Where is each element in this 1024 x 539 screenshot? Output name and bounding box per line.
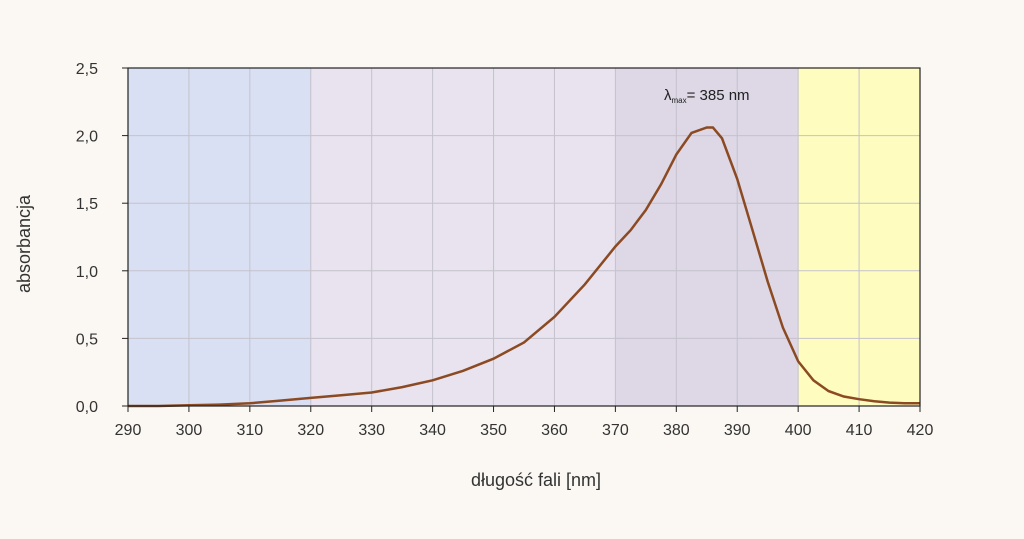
y-tick-label: 1,5 [76,196,98,213]
x-tick-labels: 290 300 310 320 330 340 350 360 370 380 390 400 410 4… [115,422,934,439]
x-tick-label: 350 [480,422,507,439]
band-1 [310,68,616,406]
lambda-max-label: λmax= 385 nm [664,87,750,105]
y-tick-label: 2,0 [76,129,98,146]
x-tick-label: 310 [236,422,263,439]
x-tick-label: 330 [358,422,385,439]
axes [122,67,921,412]
band-2 [615,68,799,406]
annotations: λmax= 385 nm [664,87,750,105]
absorbance-curve [128,126,920,408]
x-tick-label: 360 [541,422,568,439]
y-tick-label: 1,0 [76,264,98,281]
y-tick-label: 0,0 [76,399,98,416]
x-tick-label: 420 [907,422,934,439]
y-tick-label: 2,5 [76,61,98,78]
x-tick-label: 290 [115,422,142,439]
x-tick-label: 410 [846,422,873,439]
spectrum-bands [128,68,920,406]
band-0 [128,68,311,406]
x-tick-label: 390 [724,422,751,439]
x-tick-label: 320 [297,422,324,439]
y-tick-labels: 0,0 0,5 1,0 1,5 2,0 2,5 [76,61,98,416]
x-tick-label: 380 [663,422,690,439]
plot-frame [127,67,921,407]
x-tick-label: 300 [176,422,203,439]
y-axis-title: absorbancja [14,194,34,293]
x-tick-label: 340 [419,422,446,439]
x-tick-label: 370 [602,422,629,439]
y-tick-label: 0,5 [76,331,98,348]
x-axis-title: długość fali [nm] [471,470,601,490]
x-tick-label: 400 [785,422,812,439]
